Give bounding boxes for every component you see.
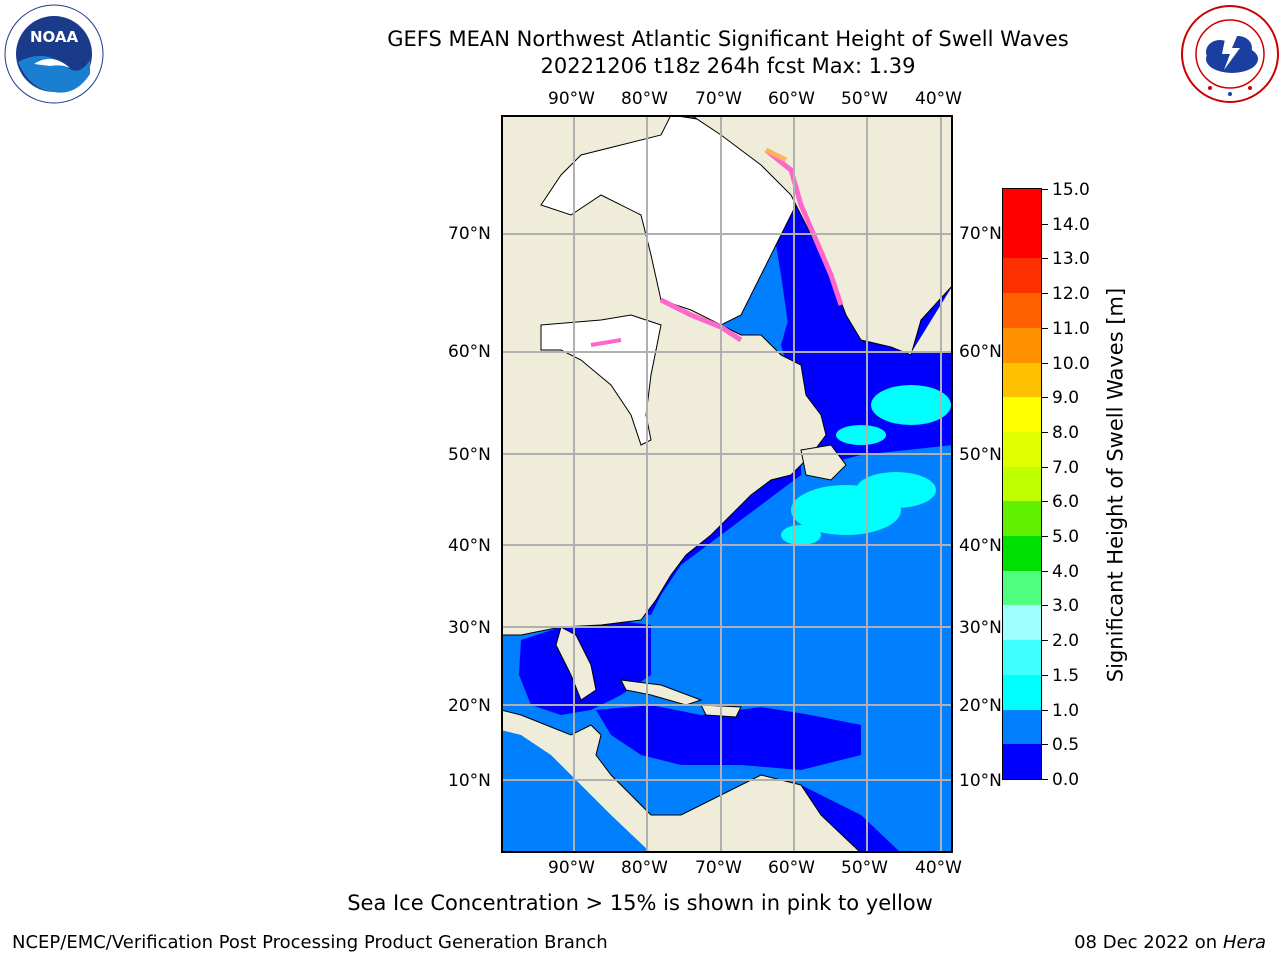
latitude-label: 10°N bbox=[448, 771, 491, 791]
colorbar-tick-mark bbox=[1042, 431, 1048, 433]
colorbar-bin bbox=[1003, 257, 1041, 294]
colorbar-tick-mark bbox=[1042, 362, 1048, 364]
colorbar-tick-label: 8.0 bbox=[1052, 422, 1080, 443]
footer-host: Hera bbox=[1222, 932, 1266, 953]
map-title: GEFS MEAN Northwest Atlantic Significant… bbox=[387, 27, 1069, 51]
colorbar-bin bbox=[1003, 535, 1041, 571]
graticule bbox=[501, 115, 953, 853]
nws-logo-icon bbox=[1181, 5, 1279, 103]
colorbar-tick-label: 12.0 bbox=[1052, 284, 1090, 305]
colorbar-tick-label: 0.5 bbox=[1052, 735, 1080, 756]
florida-land bbox=[555, 626, 597, 701]
colorbar-bin bbox=[1003, 189, 1041, 225]
longitude-label: 40°W bbox=[915, 89, 962, 109]
colorbar-tick-label: 10.0 bbox=[1052, 353, 1090, 374]
colorbar-tick-mark bbox=[1042, 293, 1048, 295]
colorbar-tick-mark bbox=[1042, 674, 1048, 676]
longitude-label: 90°W bbox=[548, 89, 595, 109]
colorbar-bin bbox=[1003, 431, 1041, 467]
latitude-label: 20°N bbox=[448, 696, 491, 716]
colorbar-tick-label: 1.5 bbox=[1052, 665, 1080, 686]
latitude-label: 30°N bbox=[448, 618, 491, 638]
colorbar-bin bbox=[1003, 292, 1041, 328]
longitude-label: 70°W bbox=[695, 89, 742, 109]
colorbar-tick-mark bbox=[1042, 501, 1048, 503]
noaa-logo-text: NOAA bbox=[30, 28, 79, 46]
colorbar-bin bbox=[1003, 500, 1041, 537]
latitude-label: 60°N bbox=[959, 342, 1002, 362]
colorbar-bin bbox=[1003, 639, 1041, 675]
colorbar-tick-label: 0.0 bbox=[1052, 770, 1080, 790]
colorbar-tick-mark bbox=[1042, 189, 1048, 190]
colorbar-tick-label: 13.0 bbox=[1052, 249, 1090, 270]
colorbar-bin bbox=[1003, 570, 1041, 606]
colorbar-bin bbox=[1003, 674, 1041, 710]
colorbar-tick-mark bbox=[1042, 779, 1048, 780]
colorbar-tick-mark bbox=[1042, 744, 1048, 746]
colorbar-tick-label: 3.0 bbox=[1052, 596, 1080, 617]
latitude-label: 40°N bbox=[959, 536, 1002, 556]
colorbar-tick-label: 5.0 bbox=[1052, 527, 1080, 548]
colorbar-tick-mark bbox=[1042, 466, 1048, 468]
colorbar-label: Significant Height of Swell Waves [m] bbox=[1103, 287, 1128, 683]
colorbar-tick-mark bbox=[1042, 223, 1048, 225]
longitude-label: 90°W bbox=[548, 858, 595, 878]
colorbar-tick-mark bbox=[1042, 536, 1048, 538]
colorbar-tick-mark bbox=[1042, 640, 1048, 642]
colorbar-bin bbox=[1003, 327, 1041, 363]
colorbar-tick-label: 9.0 bbox=[1052, 388, 1080, 409]
colorbar-tick-mark bbox=[1042, 570, 1048, 572]
latitude-label: 50°N bbox=[448, 445, 491, 465]
longitude-label: 50°W bbox=[841, 858, 888, 878]
colorbar-tick-mark bbox=[1042, 397, 1048, 399]
colorbar bbox=[1002, 188, 1042, 780]
colorbar-bin bbox=[1003, 396, 1041, 432]
latitude-label: 50°N bbox=[959, 445, 1002, 465]
colorbar-tick-mark bbox=[1042, 605, 1048, 607]
map-panel bbox=[501, 115, 953, 853]
footer-date: 08 Dec 2022 on Hera bbox=[1074, 932, 1266, 953]
colorbar-tick-label: 15.0 bbox=[1052, 180, 1090, 200]
colorbar-bin bbox=[1003, 604, 1041, 641]
latitude-label: 60°N bbox=[448, 342, 491, 362]
colorbar-tick-mark bbox=[1042, 709, 1048, 711]
footer-date-text: 08 Dec 2022 on bbox=[1074, 932, 1218, 953]
colorbar-tick-label: 14.0 bbox=[1052, 214, 1090, 235]
colorbar-tick-label: 1.0 bbox=[1052, 700, 1080, 721]
noaa-logo-icon: NOAA bbox=[4, 4, 104, 104]
map-subtitle: 20221206 t18z 264h fcst Max: 1.39 bbox=[540, 54, 916, 78]
longitude-label: 40°W bbox=[915, 858, 962, 878]
pacific-ocean bbox=[501, 730, 651, 853]
longitude-label: 60°W bbox=[768, 858, 815, 878]
colorbar-tick-label: 7.0 bbox=[1052, 457, 1080, 478]
latitude-label: 30°N bbox=[959, 618, 1002, 638]
longitude-label: 70°W bbox=[695, 858, 742, 878]
latitude-label: 10°N bbox=[959, 771, 1002, 791]
footer-branch: NCEP/EMC/Verification Post Processing Pr… bbox=[12, 932, 608, 953]
latitude-label: 40°N bbox=[448, 536, 491, 556]
longitude-label: 80°W bbox=[621, 89, 668, 109]
colorbar-bin bbox=[1003, 709, 1041, 745]
latitude-label: 20°N bbox=[959, 696, 1002, 716]
colorbar-tick-mark bbox=[1042, 258, 1048, 260]
colorbar-tick-mark bbox=[1042, 327, 1048, 329]
colorbar-tick-label: 11.0 bbox=[1052, 318, 1090, 339]
sea-ice-caption: Sea Ice Concentration > 15% is shown in … bbox=[347, 891, 933, 915]
colorbar-tick-label: 6.0 bbox=[1052, 492, 1080, 513]
colorbar-bin bbox=[1003, 466, 1041, 502]
latitude-label: 70°N bbox=[959, 224, 1002, 244]
latitude-label: 70°N bbox=[448, 224, 491, 244]
colorbar-bin bbox=[1003, 362, 1041, 398]
colorbar-tick-label: 2.0 bbox=[1052, 631, 1080, 652]
colorbar-bin bbox=[1003, 223, 1041, 259]
longitude-label: 80°W bbox=[621, 858, 668, 878]
longitude-label: 60°W bbox=[768, 89, 815, 109]
colorbar-tick-label: 4.0 bbox=[1052, 561, 1080, 582]
longitude-label: 50°W bbox=[841, 89, 888, 109]
colorbar-bin bbox=[1003, 743, 1041, 779]
